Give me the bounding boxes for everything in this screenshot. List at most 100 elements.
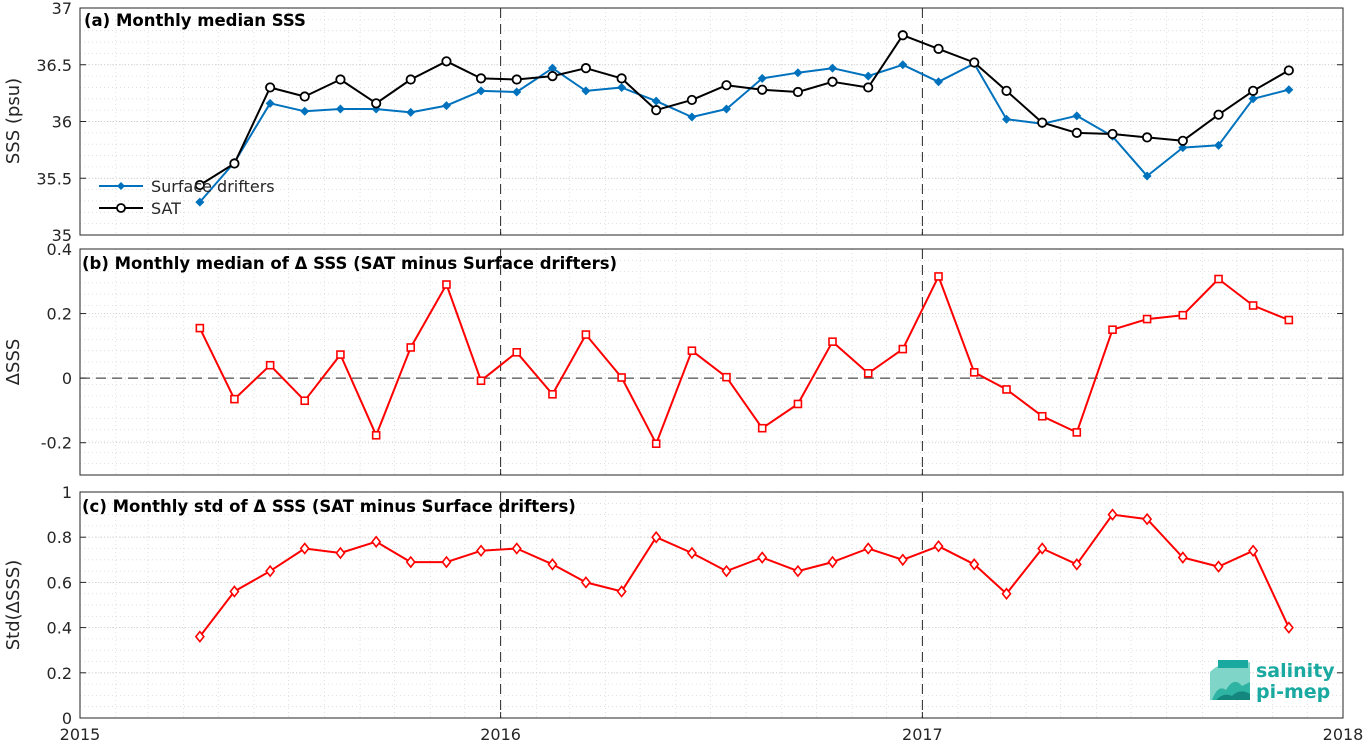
data-point bbox=[757, 551, 768, 564]
data-point bbox=[828, 337, 837, 346]
data-point bbox=[580, 63, 591, 74]
data-point bbox=[721, 104, 731, 114]
data-point bbox=[1001, 85, 1012, 96]
data-point bbox=[651, 96, 661, 106]
data-point bbox=[722, 372, 731, 382]
data-point bbox=[335, 74, 346, 85]
data-point bbox=[933, 539, 944, 553]
panel-a-frame bbox=[79, 7, 1344, 236]
y-tick-label: 36.5 bbox=[36, 56, 72, 75]
data-point bbox=[547, 63, 557, 73]
data-point bbox=[651, 439, 661, 448]
data-point bbox=[1142, 512, 1153, 526]
y-tick-label: 0.8 bbox=[47, 528, 72, 547]
data-point bbox=[194, 630, 205, 643]
data-point bbox=[195, 197, 205, 207]
data-point bbox=[1178, 310, 1188, 320]
panel-a: 35 35.5 36 36.5 37 (a) Monthly median SSS SS… bbox=[3, 0, 1344, 245]
data-point bbox=[547, 71, 558, 82]
data-point bbox=[686, 546, 697, 560]
data-point bbox=[194, 179, 205, 191]
panel-b-grid bbox=[80, 248, 1343, 475]
data-point bbox=[335, 104, 345, 114]
data-point bbox=[1071, 127, 1082, 138]
data-point bbox=[1283, 621, 1294, 634]
x-tick-label: 2017 bbox=[902, 725, 943, 744]
data-point bbox=[863, 368, 873, 378]
data-point bbox=[1108, 325, 1117, 335]
y-tick-label: 35.5 bbox=[36, 169, 72, 188]
data-point bbox=[721, 80, 732, 91]
data-point bbox=[511, 74, 522, 85]
data-point bbox=[1214, 140, 1224, 150]
data-point bbox=[1002, 114, 1012, 124]
y-tick-label: 0.6 bbox=[47, 573, 72, 592]
data-point bbox=[195, 323, 205, 333]
data-point bbox=[934, 77, 944, 87]
y-tick-label: 0.4 bbox=[47, 619, 72, 638]
data-point bbox=[512, 87, 522, 97]
data-point bbox=[1248, 544, 1259, 558]
x-tick-label: 2015 bbox=[60, 725, 101, 744]
data-point bbox=[265, 98, 275, 108]
series-line bbox=[199, 513, 1290, 638]
delta-median-series bbox=[195, 272, 1294, 448]
y-tick-label: 0.2 bbox=[47, 664, 72, 683]
data-point bbox=[405, 555, 416, 569]
data-point bbox=[441, 101, 451, 111]
data-point bbox=[1213, 560, 1224, 573]
data-point bbox=[1177, 551, 1188, 564]
panel-b-title: (b) Monthly median of Δ SSS (SAT minus S… bbox=[82, 254, 617, 273]
y-tick-label: 37 bbox=[52, 0, 72, 18]
logo-wave-icon bbox=[1210, 660, 1250, 700]
data-point bbox=[265, 82, 276, 93]
data-point bbox=[617, 373, 626, 382]
data-point bbox=[933, 43, 944, 54]
data-point bbox=[265, 360, 275, 370]
data-point bbox=[441, 56, 452, 67]
x-tick-label: 2016 bbox=[480, 725, 521, 744]
salinity-pi-mep-logo: salinity pi-mep bbox=[1210, 660, 1335, 703]
panel-a-grid bbox=[80, 7, 1343, 236]
y-tick-label: 0 bbox=[62, 369, 72, 388]
data-point bbox=[1071, 558, 1082, 571]
data-point bbox=[1107, 508, 1118, 521]
panel-a-y-label: SSS (psu) bbox=[3, 78, 24, 164]
data-point bbox=[1107, 128, 1118, 140]
data-point bbox=[827, 555, 838, 569]
data-point bbox=[617, 82, 627, 92]
data-point bbox=[371, 98, 382, 109]
data-point bbox=[1248, 94, 1258, 104]
data-point bbox=[475, 73, 487, 84]
data-point bbox=[969, 368, 979, 377]
data-point bbox=[512, 348, 522, 357]
data-point bbox=[651, 530, 662, 544]
data-point bbox=[265, 564, 276, 578]
panel-c-y-label: Std(ΔSSS) bbox=[3, 560, 24, 651]
series-line bbox=[198, 275, 1290, 445]
data-point bbox=[299, 91, 310, 102]
data-point bbox=[229, 158, 240, 169]
data-point bbox=[1248, 85, 1259, 96]
y-tick-label: 36 bbox=[52, 113, 72, 132]
legend-drifters-marker bbox=[117, 182, 125, 190]
data-point bbox=[898, 60, 908, 70]
data-point bbox=[1001, 587, 1012, 600]
data-point bbox=[793, 399, 803, 409]
data-point bbox=[1177, 135, 1188, 146]
legend: Surface drifters SAT bbox=[99, 177, 275, 218]
y-tick-label: 0 bbox=[62, 709, 72, 728]
data-point bbox=[757, 84, 768, 95]
data-point bbox=[757, 423, 767, 433]
data-point bbox=[580, 576, 591, 589]
data-point bbox=[793, 68, 803, 78]
x-tick-label: 2018 bbox=[1323, 725, 1364, 744]
data-point bbox=[406, 343, 416, 352]
data-point bbox=[792, 86, 804, 98]
data-point bbox=[1142, 171, 1152, 181]
data-point bbox=[1214, 274, 1223, 284]
data-point bbox=[336, 350, 345, 359]
y-tick-label: -0.2 bbox=[41, 434, 72, 453]
data-point bbox=[1072, 428, 1082, 437]
data-point bbox=[581, 330, 591, 339]
